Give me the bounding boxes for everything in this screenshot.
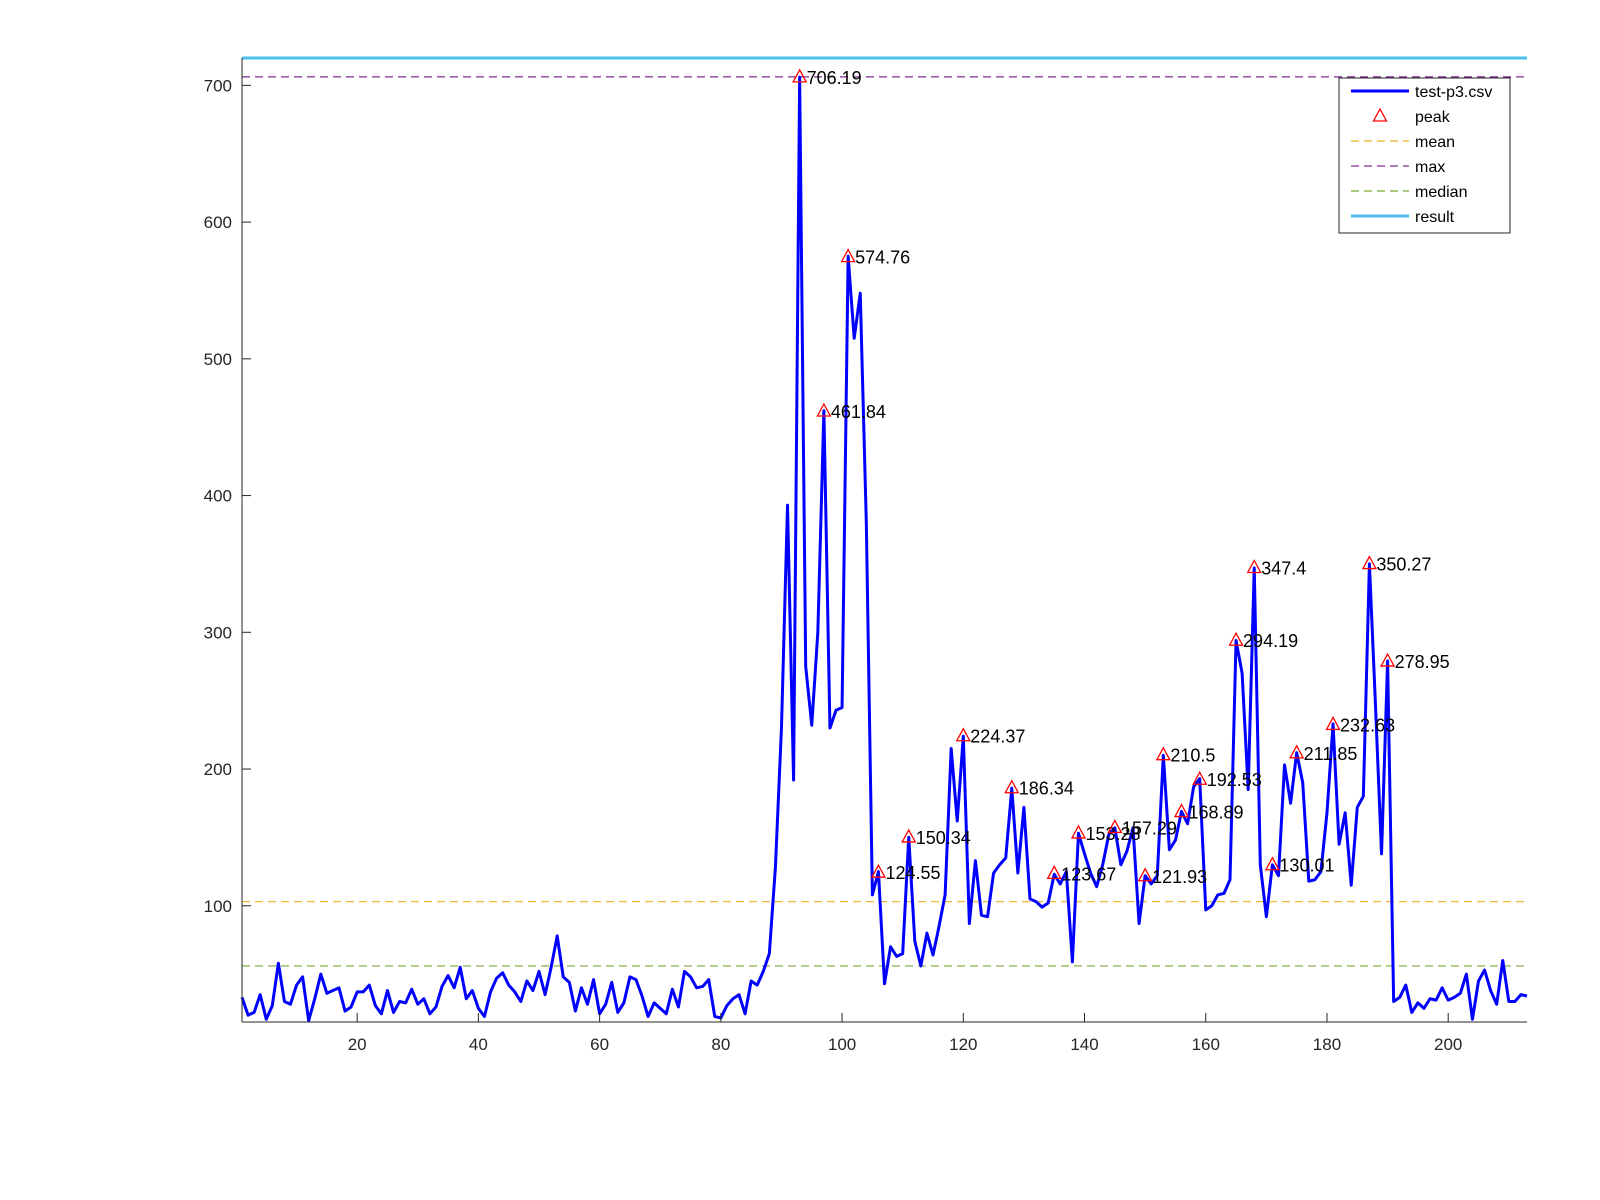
peak-label: 224.37 (970, 727, 1025, 747)
x-tick-label: 40 (469, 1035, 488, 1054)
peak-label: 294.19 (1243, 631, 1298, 651)
legend-label: peak (1415, 109, 1451, 126)
peak-label: 168.89 (1189, 803, 1244, 823)
peak-label: 347.4 (1261, 558, 1306, 578)
peak-label: 461.84 (831, 402, 886, 422)
x-tick-label: 80 (711, 1035, 730, 1054)
peak-label: 574.76 (855, 248, 910, 268)
x-tick-label: 60 (590, 1035, 609, 1054)
peak-marker (1192, 770, 1208, 785)
axes: 20 40 60 80 100 120 140 160 180 200 100 200 300 400 50… (204, 58, 1527, 1054)
legend-peak-marker (1372, 107, 1388, 122)
peak-label: 706.19 (807, 68, 862, 88)
peak-marker (1070, 824, 1087, 839)
peak-marker (1173, 803, 1190, 818)
x-tick-label: 20 (348, 1035, 367, 1054)
peak-marker (870, 863, 887, 878)
x-tick-label: 160 (1192, 1035, 1220, 1054)
peak-label: 350.27 (1376, 555, 1431, 575)
peak-marker (840, 248, 856, 263)
peak-label: 150.34 (916, 828, 971, 848)
peak-label: 130.01 (1279, 856, 1334, 876)
x-tick-label: 180 (1313, 1035, 1341, 1054)
x-tick-label: 120 (949, 1035, 977, 1054)
peak-marker (1361, 555, 1377, 570)
y-tick-label: 700 (204, 76, 232, 95)
peak-label: 153.28 (1085, 824, 1140, 844)
peak-label: 157.29 (1122, 818, 1177, 838)
legend-label: median (1415, 184, 1467, 201)
peak-label: 123.67 (1061, 864, 1116, 884)
peak-label: 210.5 (1170, 746, 1215, 766)
peak-marker (1046, 865, 1062, 880)
x-tick-label: 140 (1070, 1035, 1098, 1054)
peak-marker (1155, 746, 1171, 761)
peak-label: 232.63 (1340, 715, 1395, 735)
peak-label: 121.93 (1152, 867, 1207, 887)
y-tick-label: 200 (204, 760, 232, 779)
peak-marker (955, 727, 971, 742)
peak-marker (1289, 744, 1305, 759)
y-tick-label: 500 (204, 350, 232, 369)
legend-label: mean (1415, 134, 1455, 151)
legend-label: max (1415, 159, 1445, 176)
peak-label: 278.95 (1395, 652, 1450, 672)
peak-marker (1107, 819, 1123, 834)
series-line-0 (240, 75, 1528, 1023)
peak-marker (901, 828, 917, 843)
peak-marker (1246, 559, 1262, 574)
peak-marker (1379, 652, 1396, 667)
peak-marker (816, 402, 832, 417)
y-tick-label: 400 (204, 487, 232, 506)
peak-marker (1325, 716, 1341, 731)
legend-label: result (1415, 209, 1455, 226)
x-tick-label: 100 (828, 1035, 856, 1054)
x-tick-label: 200 (1434, 1035, 1462, 1054)
peak-marker (1004, 779, 1020, 794)
peak-label: 192.53 (1207, 770, 1262, 790)
legend: test-p3.csv peak mean max median result (1338, 77, 1511, 234)
peaks-layer: 706.19 574.76 461.84 124.55 150.34 224.37 186.… (792, 68, 1450, 887)
peak-label: 124.55 (885, 863, 940, 883)
y-tick-label: 100 (204, 897, 232, 916)
y-tick-label: 600 (204, 213, 232, 232)
peak-label: 211.85 (1304, 744, 1358, 764)
series-layer (240, 75, 1528, 1023)
peak-marker (1228, 631, 1244, 646)
peak-label: 186.34 (1019, 779, 1074, 799)
peak-marker (792, 68, 808, 83)
legend-box (1338, 77, 1511, 234)
y-tick-label: 300 (204, 623, 232, 642)
peak-marker (1264, 856, 1281, 871)
legend-label: test-p3.csv (1415, 84, 1492, 101)
peak-marker (1137, 867, 1153, 882)
